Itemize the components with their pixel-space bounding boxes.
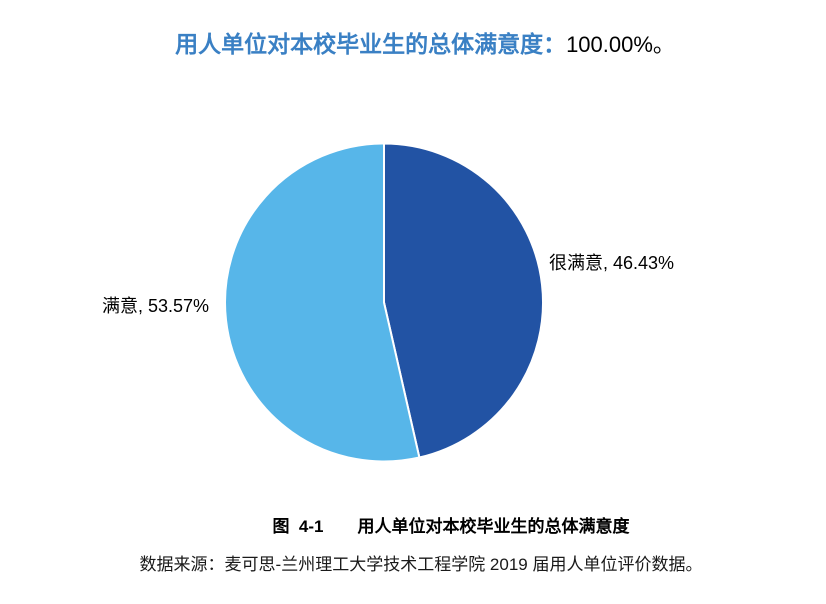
figure-caption: 图 4-1 用人单位对本校毕业生的总体满意度: [76, 512, 826, 537]
pie-label-satisfied: 满意, 53.57%: [102, 296, 210, 316]
chart-title: 用人单位对本校毕业生的总体满意度：100.00%。: [24, 30, 826, 59]
data-source: 数据来源：麦可思-兰州理工大学技术工程学院 2019 届用人单位评价数据。: [139, 555, 703, 574]
pie-slice-very-satisfied: [383, 142, 544, 459]
pie-label-very-satisfied: 很满意, 46.43%: [549, 253, 675, 273]
pie-slice-satisfied: [224, 142, 421, 463]
figure-title: 用人单位对本校毕业生的总体满意度: [357, 517, 630, 536]
chart-title-value: 100.00%。: [566, 32, 675, 57]
chart-title-label: 用人单位对本校毕业生的总体满意度：: [175, 31, 567, 57]
figure-number: 图 4-1: [272, 517, 324, 536]
